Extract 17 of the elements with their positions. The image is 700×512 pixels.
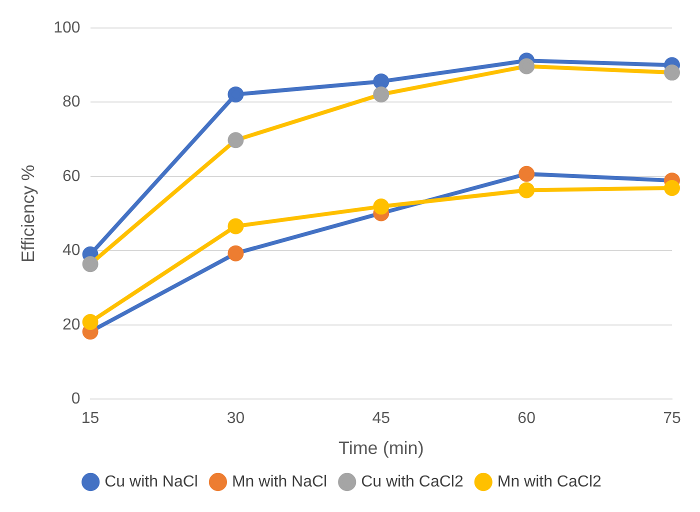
x-tick-label: 45 <box>372 410 390 428</box>
x-tick-label: 30 <box>226 410 245 428</box>
x-tick-label: 75 <box>663 410 681 428</box>
legend-label: Mn with CaCl2 <box>497 473 602 490</box>
legend-label: Mn with NaCl <box>232 473 328 490</box>
legend-label: Cu with CaCl2 <box>361 473 464 490</box>
legend-label: Cu with NaCl <box>104 473 198 490</box>
y-tick-label: 100 <box>54 19 80 36</box>
x-tick-label: 60 <box>518 410 536 428</box>
y-tick-label: 0 <box>71 390 80 408</box>
y-tick-label: 20 <box>62 316 80 334</box>
x-axis-title: Time (min) <box>338 438 424 458</box>
y-tick-label: 80 <box>62 94 80 111</box>
y-tick-label: 40 <box>62 242 80 260</box>
y-axis-title: Efficiency % <box>18 164 38 262</box>
x-tick-label: 15 <box>81 410 100 428</box>
y-tick-label: 60 <box>62 168 80 185</box>
